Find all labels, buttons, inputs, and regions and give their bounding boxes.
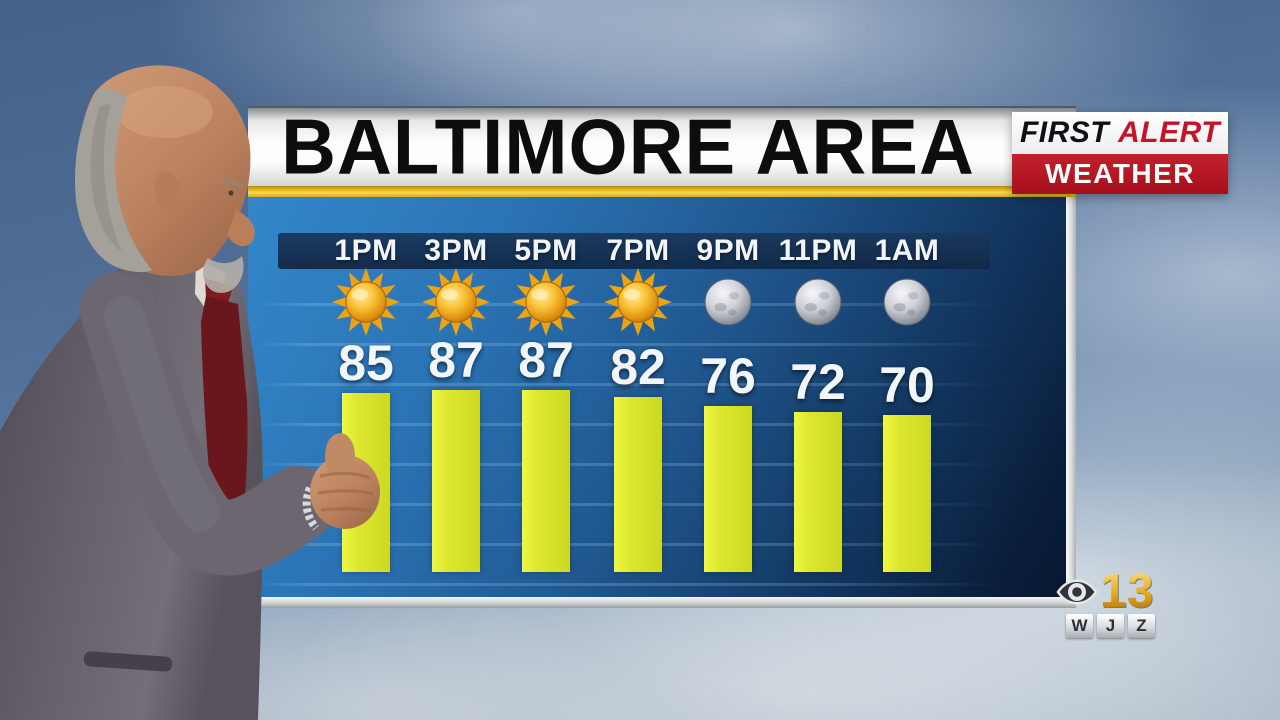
icon-slot <box>592 267 684 337</box>
board-frame-right <box>1066 197 1076 608</box>
time-label: 3PM <box>424 234 488 267</box>
icon-slot <box>410 267 502 337</box>
icon-slot <box>682 267 774 337</box>
temp-bar <box>522 390 570 572</box>
gold-stripe-divider <box>248 186 1076 197</box>
station-logo-top: 13 <box>1056 565 1155 618</box>
sun-icon <box>604 268 672 336</box>
forecast-column-1am: 1AM 70 <box>861 197 953 597</box>
forecast-column-9pm: 9PM 76 <box>682 197 774 597</box>
page-title: BALTIMORE AREA <box>281 103 975 191</box>
time-label: 7PM <box>606 234 670 267</box>
temp-value: 87 <box>428 332 484 388</box>
bracelet <box>302 486 320 531</box>
moon-icon <box>882 277 932 327</box>
icon-slot <box>861 267 953 337</box>
gridline <box>256 383 1014 386</box>
temp-bar <box>614 397 662 572</box>
badge-top-row: FIRST ALERT <box>1012 112 1228 154</box>
badge-weather-row: WEATHER <box>1012 154 1228 194</box>
board-title-bar: BALTIMORE AREA <box>248 104 1076 190</box>
temp-value: 82 <box>610 339 666 395</box>
icon-slot <box>500 267 592 337</box>
callsign-letter: Z <box>1128 614 1155 638</box>
sun-icon <box>422 268 490 336</box>
badge-weather-label: WEATHER <box>1045 158 1195 189</box>
time-label: 1PM <box>334 234 398 267</box>
temp-value: 76 <box>700 348 756 404</box>
weatherman-silhouette <box>0 65 380 720</box>
station-logo: 13 W J Z <box>1056 565 1155 638</box>
callsign-letter: J <box>1097 614 1124 638</box>
time-label: 5PM <box>514 234 578 267</box>
forecast-column-7pm: 7PM 82 <box>592 197 684 597</box>
temp-bar <box>704 406 752 572</box>
temp-bar <box>883 415 931 572</box>
forecast-column-3pm: 3PM 87 <box>410 197 502 597</box>
temp-bar <box>794 412 842 572</box>
temp-bar <box>432 390 480 572</box>
forecast-column-11pm: 11PM 72 <box>772 197 864 597</box>
board-frame-bottom <box>248 597 1076 608</box>
channel-number: 13 <box>1100 565 1154 618</box>
icon-slot <box>772 267 864 337</box>
temp-value: 85 <box>338 335 394 391</box>
callsign-boxes: W J Z <box>1066 614 1155 638</box>
callsign-letter: W <box>1066 614 1093 638</box>
badge-alert-label: ALERT <box>1118 116 1221 149</box>
weatherman-presenter <box>0 65 380 720</box>
moon-icon <box>793 277 843 327</box>
cbs-eye-icon <box>1056 579 1098 605</box>
time-label: 9PM <box>696 234 760 267</box>
gridline <box>256 583 1014 586</box>
temp-value: 87 <box>518 332 574 388</box>
time-label: 11PM <box>778 234 858 267</box>
sun-icon <box>512 268 580 336</box>
temp-value: 70 <box>879 357 935 413</box>
time-label: 1AM <box>874 234 940 267</box>
gridline <box>256 343 1014 346</box>
moon-icon <box>703 277 753 327</box>
badge-first-label: FIRST <box>1019 116 1110 149</box>
forecast-column-5pm: 5PM 87 <box>500 197 592 597</box>
first-alert-weather-badge: FIRST ALERT WEATHER <box>1012 112 1228 194</box>
temp-value: 72 <box>790 354 846 410</box>
times-band <box>278 233 990 269</box>
